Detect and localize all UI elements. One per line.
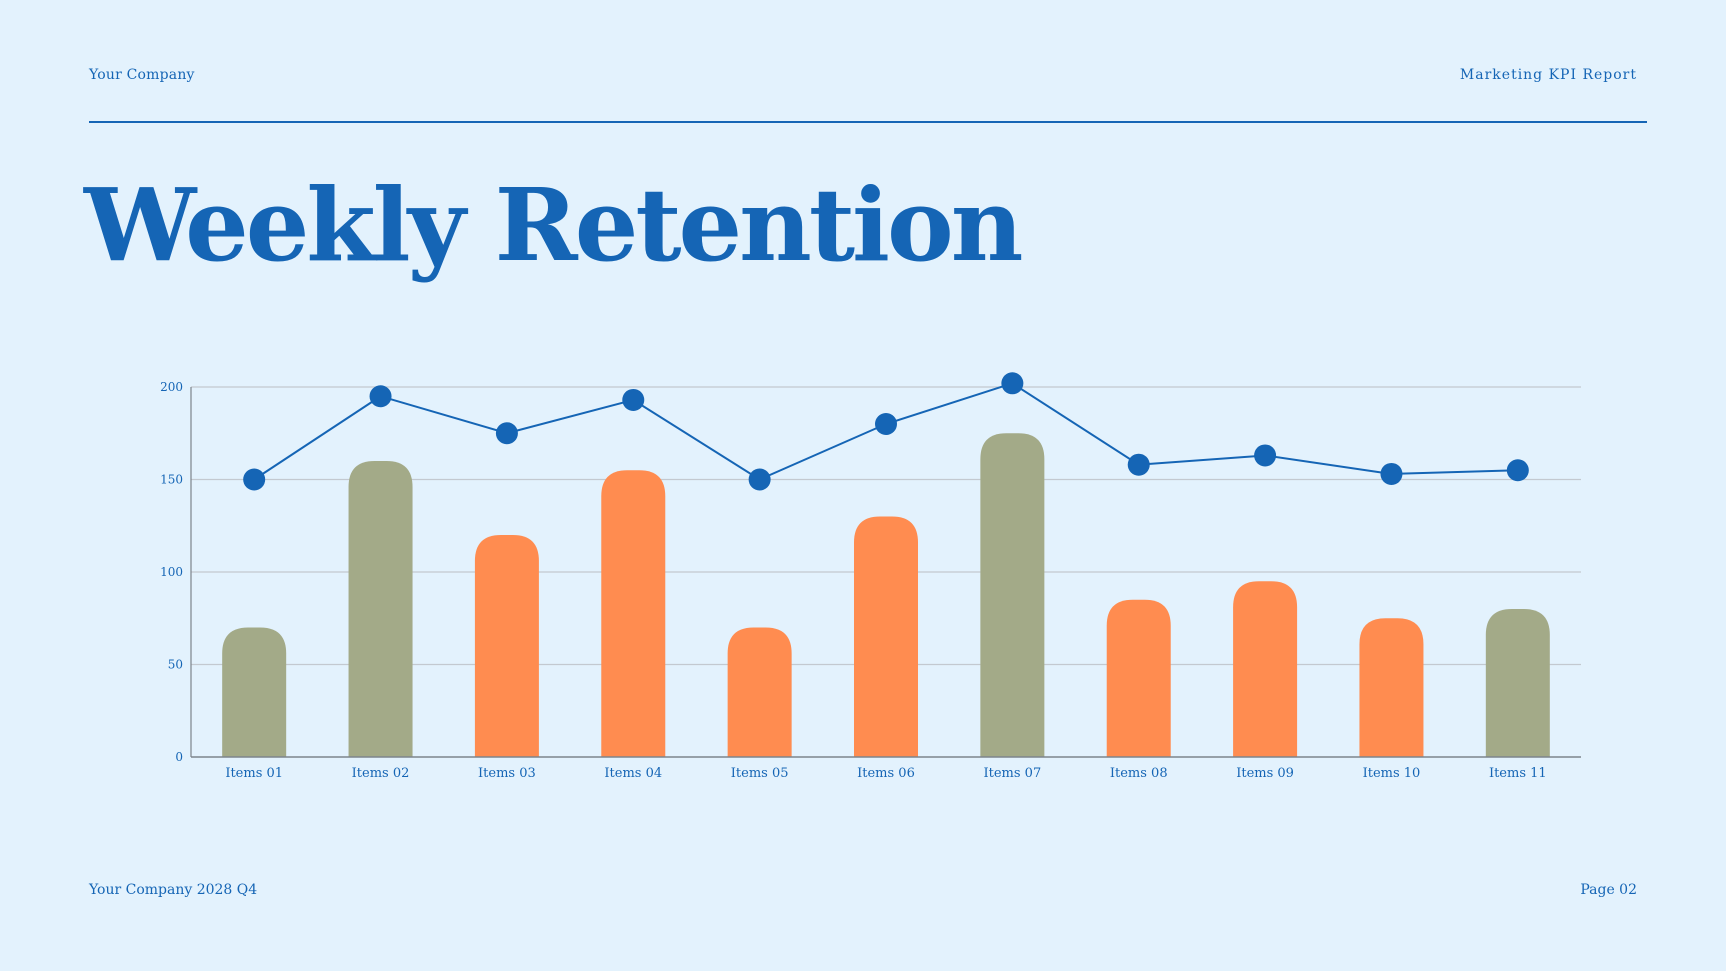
- x-tick-label: Items 01: [225, 766, 283, 781]
- line-point: [1380, 462, 1403, 485]
- y-tick-label: 200: [160, 380, 183, 394]
- x-tick-label: Items 02: [352, 766, 410, 781]
- x-tick-label: Items 03: [478, 766, 536, 781]
- x-tick-label: Items 10: [1363, 766, 1421, 781]
- header-rule: [89, 121, 1647, 123]
- x-tick-label: Items 07: [983, 766, 1041, 781]
- axis-layer: [190, 387, 1581, 758]
- footer-period: Your Company 2028 Q4: [89, 882, 258, 898]
- bar: [474, 535, 539, 757]
- line-point: [243, 468, 266, 491]
- bar: [222, 627, 287, 757]
- bar: [1233, 581, 1298, 757]
- bar: [727, 627, 792, 757]
- line-point: [1254, 444, 1277, 467]
- bar: [854, 516, 918, 757]
- line-point: [1001, 372, 1024, 395]
- line-point: [1127, 453, 1150, 476]
- line-point: [1506, 459, 1529, 482]
- line-point: [875, 413, 897, 435]
- bar-layer: [222, 433, 1550, 757]
- bar: [601, 470, 666, 757]
- label-layer: 0 50 100 150 200 Items 01 Items 02 Items 03 Item…: [160, 380, 1547, 781]
- x-tick-label: Items 05: [731, 766, 789, 781]
- header-report-name: Marketing KPI Report: [1459, 67, 1637, 83]
- bar: [1359, 618, 1424, 757]
- bar: [1106, 599, 1171, 757]
- header-company: Your Company: [89, 67, 195, 83]
- line-layer: [243, 372, 1529, 491]
- x-tick-label: Items 08: [1110, 766, 1168, 781]
- x-tick-label: Items 06: [857, 766, 915, 781]
- bar: [348, 461, 413, 757]
- line-point: [622, 388, 645, 411]
- bar: [1485, 609, 1550, 757]
- y-tick-label: 0: [175, 750, 183, 764]
- y-tick-label: 150: [160, 473, 183, 487]
- line-point: [369, 385, 392, 408]
- footer-page-number: Page 02: [1580, 882, 1637, 898]
- page-title: Weekly Retention: [84, 166, 1023, 284]
- x-tick-label: Items 09: [1236, 766, 1294, 781]
- x-tick-label: Items 11: [1489, 766, 1547, 781]
- y-tick-label: 50: [168, 658, 183, 672]
- grid-layer: [191, 386, 1581, 666]
- line-point: [495, 422, 518, 445]
- x-tick-label: Items 04: [604, 766, 662, 781]
- bar: [980, 433, 1045, 757]
- y-tick-label: 100: [160, 565, 183, 579]
- line-point: [748, 468, 771, 491]
